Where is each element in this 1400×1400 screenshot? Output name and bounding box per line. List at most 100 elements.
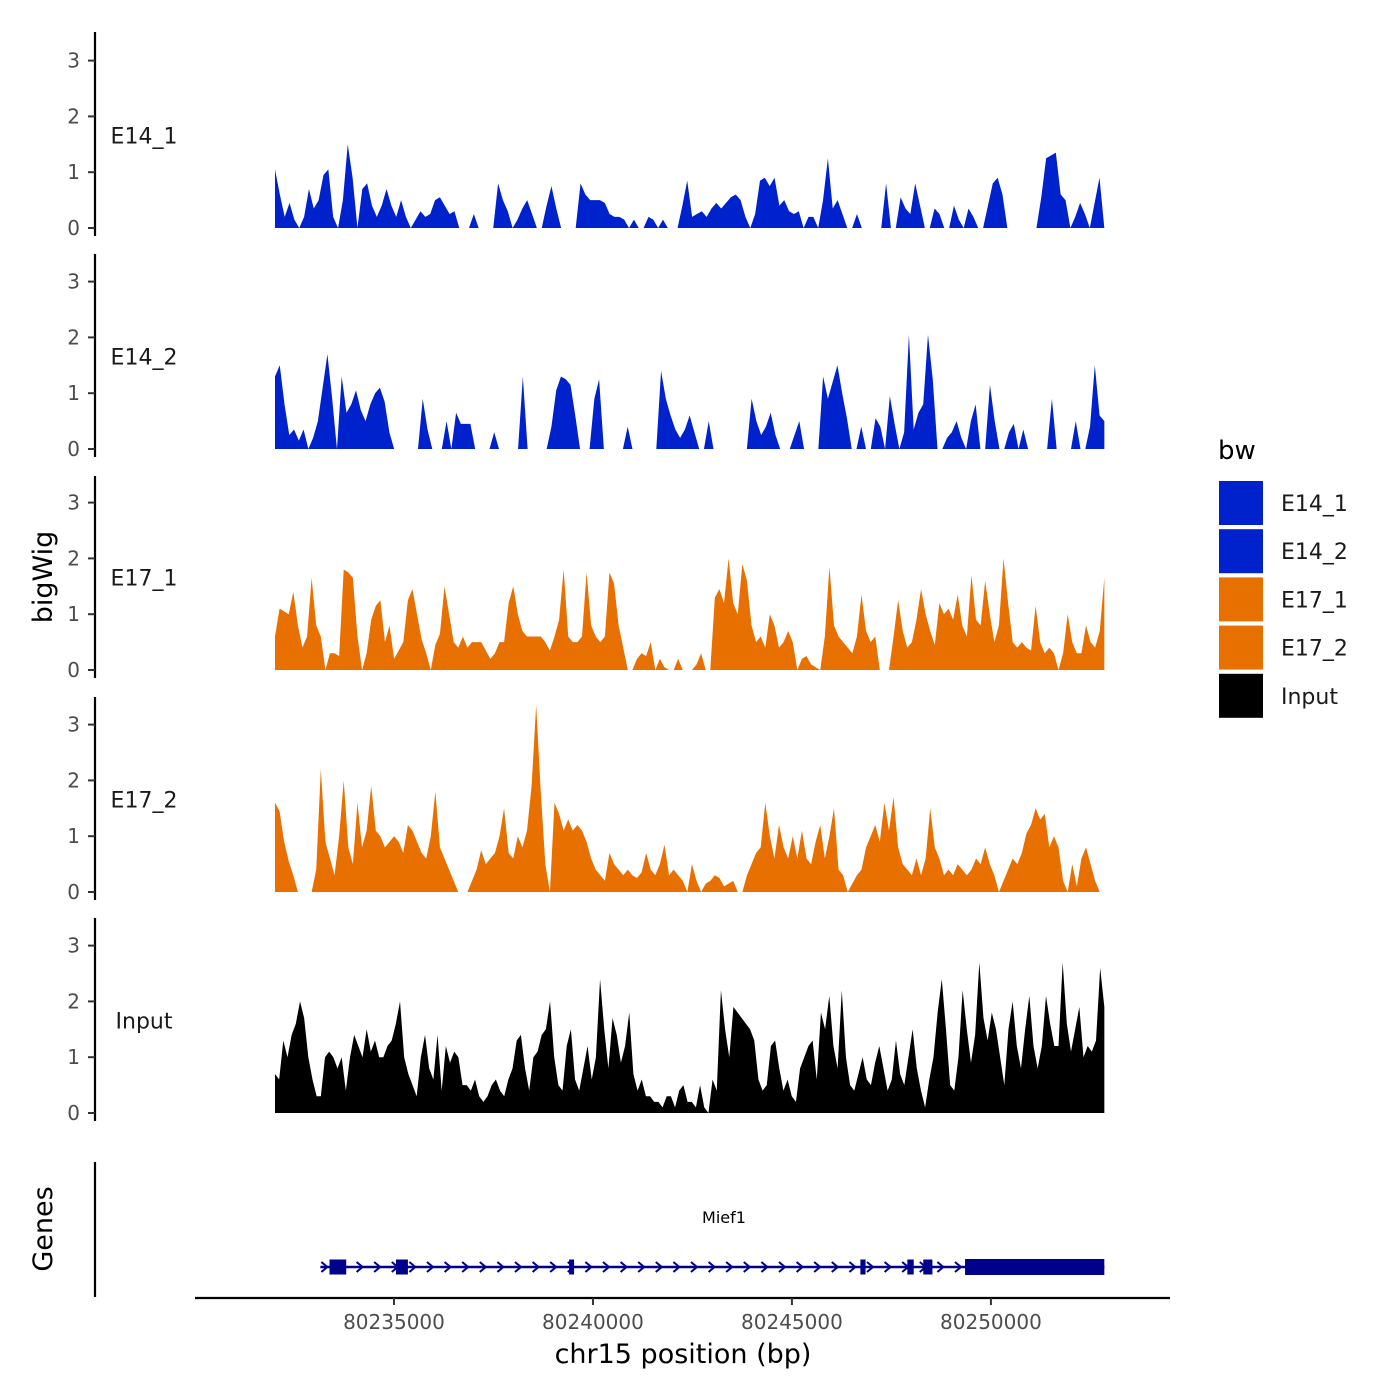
legend-swatch bbox=[1219, 481, 1263, 525]
strand-arrow bbox=[866, 1261, 875, 1273]
strand-arrow bbox=[443, 1261, 453, 1273]
track-e17-2: 0 1 2 3 E17_2 bbox=[67, 697, 1105, 904]
strand-arrow bbox=[619, 1261, 629, 1273]
x-tick-label: 80245000 bbox=[741, 1310, 843, 1334]
y-tick-label: 2 bbox=[67, 989, 80, 1013]
gene-panel: Mief1 bbox=[93, 1162, 1105, 1297]
y-tick-label: 1 bbox=[67, 602, 80, 626]
strand-arrow bbox=[743, 1261, 752, 1273]
y-axis-title: bigWig bbox=[28, 531, 59, 624]
legend-entries: E14_1 E14_2 E17_1 E17_2 Input bbox=[1219, 481, 1348, 718]
gene-exon bbox=[907, 1259, 914, 1275]
strand-arrow bbox=[496, 1261, 505, 1273]
track-label: E17_1 bbox=[111, 566, 178, 591]
strand-arrow bbox=[514, 1261, 523, 1273]
y-tick-label: 2 bbox=[67, 325, 80, 349]
strand-arrow bbox=[549, 1261, 558, 1273]
legend-title: bw bbox=[1218, 436, 1256, 466]
y-tick-label: 1 bbox=[67, 381, 80, 405]
x-tick-label: 80250000 bbox=[940, 1310, 1042, 1334]
y-tick-label: 1 bbox=[67, 824, 80, 848]
x-axis: 80235000 80240000 80245000 80250000 chr15 p… bbox=[195, 1296, 1170, 1370]
strand-arrow bbox=[813, 1261, 822, 1273]
legend-label: Input bbox=[1281, 685, 1338, 710]
gene-exon bbox=[569, 1259, 575, 1275]
strand-arrow bbox=[461, 1261, 470, 1273]
signal-area-e14-2 bbox=[274, 334, 1105, 449]
y-tick-label: 0 bbox=[67, 1101, 80, 1125]
track-e14-1: 0 1 2 3 E14_1 bbox=[67, 32, 1105, 240]
gene-exon bbox=[395, 1259, 408, 1275]
strand-arrow bbox=[531, 1261, 541, 1273]
y-tick-label: 0 bbox=[67, 658, 80, 682]
strand-arrow bbox=[602, 1261, 611, 1273]
y-tick-label: 2 bbox=[67, 104, 80, 128]
y-tick-label: 2 bbox=[67, 546, 80, 570]
track-label: E14_1 bbox=[111, 124, 178, 149]
signal-area-e17-1 bbox=[274, 558, 1105, 670]
signal-area-e14-1 bbox=[274, 144, 1105, 228]
strand-arrow bbox=[655, 1261, 664, 1273]
legend-label: E14_2 bbox=[1281, 540, 1348, 565]
x-tick-label: 80235000 bbox=[343, 1310, 445, 1334]
legend-label: E17_1 bbox=[1281, 588, 1348, 613]
legend: bw E14_1 E14_2 E17_1 E17_2 Input bbox=[1218, 436, 1348, 718]
y-tick-label: 3 bbox=[67, 491, 80, 515]
legend-swatch bbox=[1219, 577, 1263, 622]
track-label: Input bbox=[116, 1009, 173, 1034]
strand-arrow bbox=[426, 1261, 435, 1273]
strand-arrow bbox=[795, 1261, 805, 1273]
track-e14-2: 0 1 2 3 E14_2 bbox=[67, 254, 1105, 461]
gene-exon bbox=[860, 1259, 866, 1275]
track-label: E17_2 bbox=[111, 788, 178, 813]
track-input: 0 1 2 3 Input bbox=[67, 918, 1105, 1125]
track-e17-1: 0 1 2 3 E17_1 bbox=[67, 476, 1105, 682]
signal-area-e17-2 bbox=[274, 705, 1105, 892]
signal-area-input bbox=[274, 962, 1105, 1113]
track-label: E14_2 bbox=[111, 345, 178, 370]
y-tick-label: 3 bbox=[67, 270, 80, 294]
strand-arrow bbox=[831, 1261, 840, 1273]
legend-swatch bbox=[1219, 529, 1263, 574]
strand-arrow bbox=[848, 1261, 857, 1273]
strand-arrow bbox=[584, 1261, 593, 1273]
y-tick-label: 0 bbox=[67, 880, 80, 904]
gene-exon bbox=[923, 1259, 933, 1275]
strand-arrow bbox=[479, 1261, 488, 1273]
y-tick-label: 0 bbox=[67, 437, 80, 461]
strand-arrow bbox=[707, 1261, 717, 1273]
y-tick-label: 3 bbox=[67, 49, 80, 73]
y-tick-label: 1 bbox=[67, 160, 80, 184]
strand-arrow bbox=[954, 1261, 963, 1273]
legend-swatch bbox=[1219, 625, 1263, 670]
y-tick-label: 3 bbox=[67, 934, 80, 958]
strand-arrow bbox=[778, 1261, 787, 1273]
strand-arrow bbox=[883, 1261, 893, 1273]
strand-arrow bbox=[373, 1261, 382, 1273]
legend-swatch bbox=[1219, 673, 1263, 718]
x-ticks: 80235000 80240000 80245000 80250000 bbox=[343, 1298, 1042, 1334]
x-axis-title: chr15 position (bp) bbox=[555, 1339, 812, 1370]
strand-arrow bbox=[760, 1261, 769, 1273]
gene-exon bbox=[329, 1259, 347, 1275]
strand-arrow bbox=[936, 1261, 945, 1273]
legend-label: E14_1 bbox=[1281, 492, 1348, 517]
y-tick-label: 0 bbox=[67, 216, 80, 240]
x-tick-label: 80240000 bbox=[542, 1310, 644, 1334]
gene-exon bbox=[965, 1259, 1105, 1275]
legend-label: E17_2 bbox=[1281, 637, 1348, 662]
y-tick-label: 1 bbox=[67, 1045, 80, 1069]
strand-arrow bbox=[408, 1261, 417, 1273]
strand-arrow bbox=[355, 1261, 365, 1273]
strand-arrow bbox=[320, 1261, 329, 1273]
strand-arrow bbox=[637, 1261, 646, 1273]
strand-arrow bbox=[725, 1261, 734, 1273]
strand-arrow bbox=[672, 1261, 681, 1273]
gene-model bbox=[320, 1259, 1105, 1275]
strand-arrow bbox=[690, 1261, 699, 1273]
y-tick-label: 2 bbox=[67, 768, 80, 792]
genes-axis-title: Genes bbox=[28, 1186, 59, 1271]
y-tick-label: 3 bbox=[67, 713, 80, 737]
gene-name-label: Mief1 bbox=[702, 1208, 746, 1227]
